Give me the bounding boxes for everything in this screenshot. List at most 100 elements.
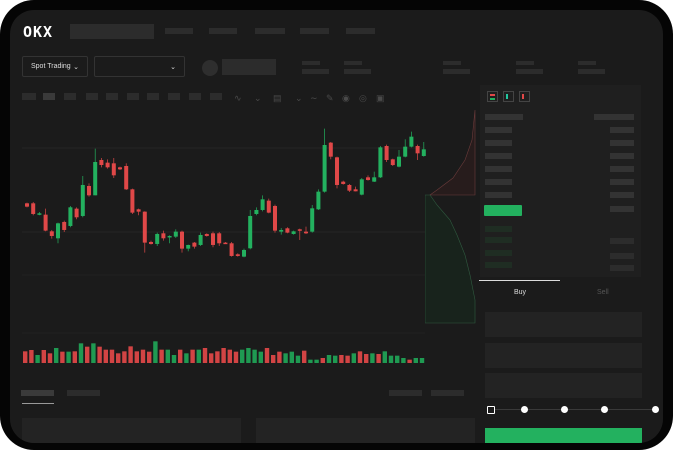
filter-button[interactable] bbox=[389, 390, 422, 396]
candle-body bbox=[124, 165, 129, 190]
indicator-icon[interactable]: ∿ bbox=[234, 93, 242, 103]
slider-step[interactable] bbox=[561, 406, 568, 413]
pair-dropdown[interactable]: ⌄ bbox=[94, 56, 185, 77]
candle-body bbox=[297, 229, 302, 231]
candle-body bbox=[285, 228, 290, 233]
amount-input[interactable] bbox=[485, 343, 642, 368]
fullscreen-icon[interactable]: ▣ bbox=[376, 93, 385, 103]
candle-body bbox=[421, 149, 426, 156]
candle-body bbox=[409, 136, 414, 147]
tab-underline bbox=[479, 280, 560, 281]
candle-body bbox=[248, 215, 253, 249]
depth-chart bbox=[425, 110, 476, 324]
candle bbox=[353, 186, 358, 192]
volume-bar bbox=[227, 349, 232, 363]
volume-bar bbox=[252, 349, 257, 363]
candle bbox=[378, 145, 383, 178]
candle bbox=[56, 222, 60, 244]
stat-label bbox=[516, 61, 534, 65]
volume-bar bbox=[289, 351, 294, 363]
candle-body bbox=[260, 199, 265, 210]
volume-bar bbox=[122, 351, 127, 363]
candle-body bbox=[279, 229, 284, 232]
tab-open-orders[interactable] bbox=[21, 390, 54, 396]
slider-step[interactable] bbox=[521, 406, 528, 413]
timeframe-option[interactable] bbox=[168, 93, 180, 100]
timeframe-option[interactable] bbox=[43, 93, 55, 100]
candle bbox=[359, 177, 364, 196]
tab-sell[interactable]: Sell bbox=[597, 289, 609, 296]
leverage-slider[interactable] bbox=[487, 406, 659, 414]
timeframe-option[interactable] bbox=[106, 93, 118, 100]
candle bbox=[173, 229, 178, 238]
candle-body bbox=[403, 146, 408, 157]
camera-icon[interactable]: ◉ bbox=[342, 93, 350, 103]
candle-body bbox=[378, 147, 383, 178]
candle-body bbox=[93, 161, 98, 196]
chevron-down-icon[interactable]: ⌄ bbox=[254, 93, 262, 103]
volume-bar bbox=[401, 358, 406, 363]
order-book-row bbox=[610, 206, 634, 212]
candle-body bbox=[161, 233, 166, 239]
tab-order-history[interactable] bbox=[67, 390, 100, 396]
candle bbox=[155, 232, 160, 246]
timeframe-option[interactable] bbox=[22, 93, 36, 100]
candle-body bbox=[322, 144, 327, 192]
timeframe-option[interactable] bbox=[127, 93, 139, 100]
search-placeholder[interactable] bbox=[70, 24, 154, 39]
total-input[interactable] bbox=[485, 373, 642, 398]
asks-only-icon[interactable] bbox=[519, 91, 530, 102]
chevron-down-icon[interactable]: ⌄ bbox=[295, 93, 303, 103]
order-book-row bbox=[485, 127, 512, 133]
candle-body bbox=[37, 213, 42, 215]
volume-bar bbox=[72, 351, 77, 363]
candle-body bbox=[62, 221, 67, 230]
candle bbox=[310, 204, 315, 233]
volume-bar bbox=[66, 351, 71, 363]
nav-item[interactable] bbox=[346, 28, 375, 34]
pair-name bbox=[222, 59, 276, 75]
nav-item[interactable] bbox=[255, 28, 285, 34]
timeframe-option[interactable] bbox=[64, 93, 76, 100]
both-sides-icon[interactable] bbox=[487, 91, 498, 102]
tab-buy[interactable]: Buy bbox=[514, 289, 527, 296]
stat-value bbox=[443, 69, 470, 74]
spot-trading-dropdown[interactable]: Spot Trading ⌄ bbox=[22, 56, 88, 77]
candle-body bbox=[80, 184, 85, 216]
price-input[interactable] bbox=[485, 312, 642, 337]
slider-step[interactable] bbox=[652, 406, 659, 413]
nav-item[interactable] bbox=[300, 28, 329, 34]
timeframe-option[interactable] bbox=[86, 93, 98, 100]
candle bbox=[403, 139, 408, 158]
filter-button[interactable] bbox=[431, 390, 464, 396]
candle bbox=[180, 230, 184, 253]
volume-bar bbox=[326, 355, 332, 363]
candle-body bbox=[217, 233, 222, 244]
volume-bar bbox=[215, 351, 220, 363]
nav-item[interactable] bbox=[209, 28, 237, 34]
buy-button[interactable] bbox=[485, 428, 642, 443]
timeframe-option[interactable] bbox=[210, 93, 222, 100]
candle-body bbox=[49, 231, 54, 236]
volume-bar bbox=[382, 351, 387, 363]
settings-icon[interactable]: ◎ bbox=[359, 93, 367, 103]
candle bbox=[37, 211, 42, 216]
candle bbox=[366, 175, 370, 181]
slider-step[interactable] bbox=[601, 406, 608, 413]
candlestick-chart[interactable] bbox=[10, 10, 430, 370]
volume-bar bbox=[339, 355, 344, 363]
nav-item[interactable] bbox=[165, 28, 193, 34]
timeframe-option[interactable] bbox=[147, 93, 159, 100]
line-icon[interactable]: ∼ bbox=[310, 93, 318, 103]
slider-handle[interactable] bbox=[487, 406, 495, 414]
candle bbox=[198, 232, 203, 246]
timeframe-option[interactable] bbox=[189, 93, 201, 100]
candle-body bbox=[254, 209, 259, 214]
volume-bar bbox=[233, 351, 239, 363]
candle-body bbox=[384, 145, 389, 160]
volume-bar bbox=[388, 355, 394, 363]
okx-logo[interactable]: OKX bbox=[23, 23, 54, 41]
ruler-icon[interactable]: ✎ bbox=[326, 93, 334, 103]
bids-only-icon[interactable] bbox=[503, 91, 514, 102]
indicator-icon[interactable]: ▤ bbox=[273, 93, 282, 103]
